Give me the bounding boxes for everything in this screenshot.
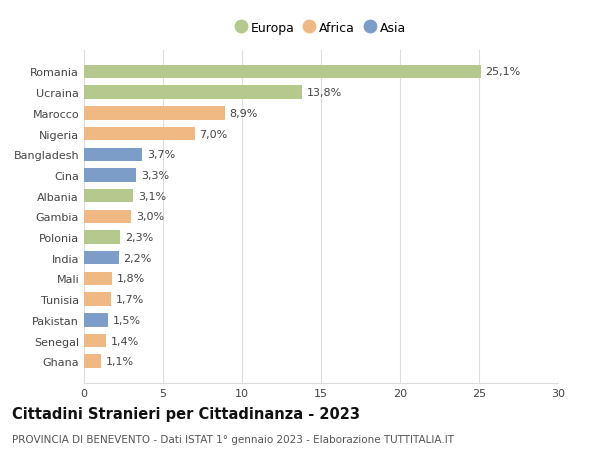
- Bar: [84, 231, 121, 244]
- Bar: [84, 190, 133, 203]
- Bar: [84, 313, 108, 327]
- Bar: [84, 334, 106, 347]
- Bar: [84, 272, 112, 285]
- Bar: [84, 107, 224, 120]
- Bar: [84, 355, 101, 368]
- Text: 2,3%: 2,3%: [125, 233, 154, 242]
- Text: 1,5%: 1,5%: [112, 315, 140, 325]
- Text: 25,1%: 25,1%: [485, 67, 521, 77]
- Text: 3,3%: 3,3%: [141, 171, 169, 180]
- Text: 1,1%: 1,1%: [106, 357, 134, 366]
- Text: 2,2%: 2,2%: [124, 253, 152, 263]
- Text: 3,1%: 3,1%: [138, 191, 166, 201]
- Bar: [84, 66, 481, 79]
- Legend: Europa, Africa, Asia: Europa, Africa, Asia: [230, 17, 412, 40]
- Bar: [84, 86, 302, 100]
- Text: 7,0%: 7,0%: [199, 129, 227, 139]
- Bar: [84, 210, 131, 224]
- Bar: [84, 148, 142, 162]
- Text: 1,4%: 1,4%: [111, 336, 139, 346]
- Text: Cittadini Stranieri per Cittadinanza - 2023: Cittadini Stranieri per Cittadinanza - 2…: [12, 406, 360, 421]
- Text: 8,9%: 8,9%: [229, 109, 258, 118]
- Text: PROVINCIA DI BENEVENTO - Dati ISTAT 1° gennaio 2023 - Elaborazione TUTTITALIA.IT: PROVINCIA DI BENEVENTO - Dati ISTAT 1° g…: [12, 434, 454, 444]
- Text: 3,7%: 3,7%: [147, 150, 175, 160]
- Bar: [84, 252, 119, 265]
- Text: 13,8%: 13,8%: [307, 88, 342, 98]
- Text: 1,8%: 1,8%: [117, 274, 145, 284]
- Bar: [84, 128, 194, 141]
- Bar: [84, 169, 136, 182]
- Text: 3,0%: 3,0%: [136, 212, 164, 222]
- Bar: [84, 293, 111, 306]
- Text: 1,7%: 1,7%: [116, 295, 144, 304]
